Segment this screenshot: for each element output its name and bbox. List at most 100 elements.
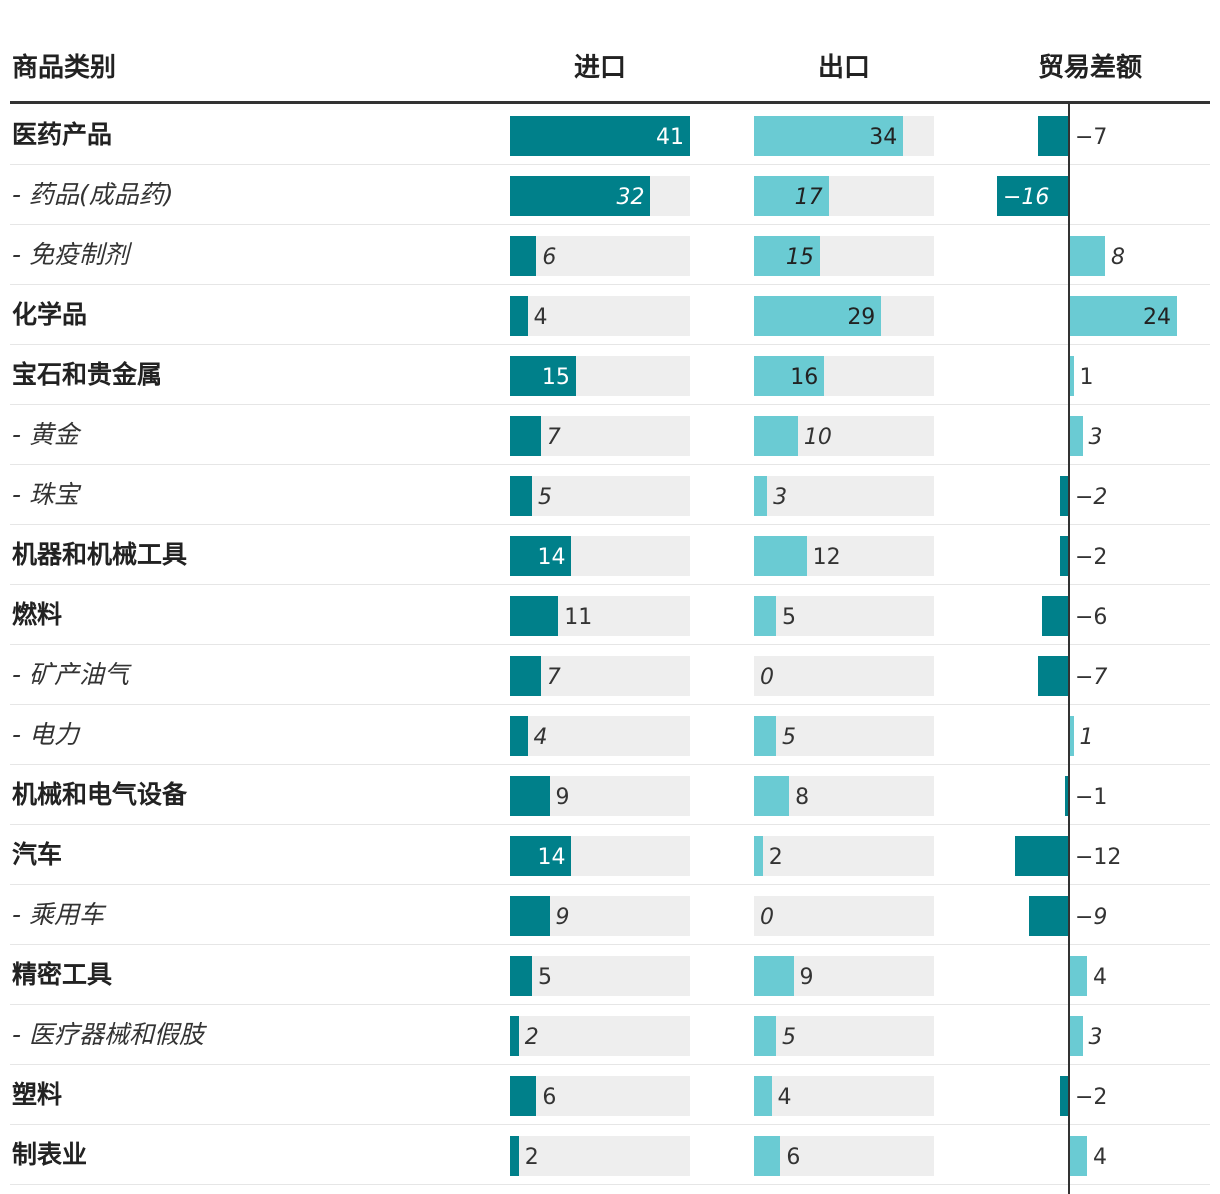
export-track	[754, 1076, 934, 1116]
balance-bar	[1064, 776, 1069, 816]
table-row: - 黄金 7 10 3	[10, 405, 1210, 465]
row-category: 塑料	[12, 1080, 63, 1109]
export-track	[754, 1136, 934, 1176]
export-track	[754, 1016, 934, 1056]
row-separator	[10, 1124, 1210, 1125]
row-category: - 乘用车	[12, 900, 104, 929]
export-track	[754, 416, 934, 456]
row-separator	[10, 344, 1210, 345]
table-row: 医药产品 41 34 −7	[10, 105, 1210, 165]
row-separator	[10, 224, 1210, 225]
balance-value-label: 4	[1093, 965, 1107, 990]
balance-value-label: −16	[1003, 185, 1050, 210]
row-category: 化学品	[12, 300, 88, 329]
balance-bar	[1069, 416, 1083, 456]
export-value-label: 0	[760, 905, 774, 930]
table-row: - 药品(成品药) 32 17 −16	[10, 165, 1210, 225]
header-import: 进口	[573, 53, 626, 83]
row-category: 医药产品	[12, 120, 113, 149]
import-track	[510, 476, 690, 516]
header-balance: 贸易差额	[1037, 53, 1142, 83]
import-bar	[510, 1136, 519, 1176]
balance-bar	[1069, 356, 1074, 396]
export-value-label: 12	[812, 545, 841, 570]
table-row: - 珠宝 5 3 −2	[10, 465, 1210, 525]
balance-bar	[1037, 656, 1069, 696]
export-track	[754, 896, 934, 936]
balance-value-label: −12	[1075, 845, 1122, 870]
balance-value-label: 24	[1143, 305, 1171, 330]
import-track	[510, 656, 690, 696]
balance-bar	[1042, 596, 1069, 636]
row-category: 制表业	[12, 1140, 88, 1169]
import-value-label: 2	[524, 1145, 539, 1170]
row-category: 机器和机械工具	[12, 540, 188, 569]
balance-bar	[1069, 1016, 1083, 1056]
table-row: 燃料 11 5 −6	[10, 585, 1210, 645]
table-row: 塑料 6 4 −2	[10, 1065, 1210, 1125]
import-bar	[510, 596, 559, 636]
header-rule	[10, 101, 1210, 104]
export-bar	[754, 536, 807, 576]
export-value-label: 29	[847, 305, 876, 330]
row-separator	[10, 764, 1210, 765]
import-track	[510, 1076, 690, 1116]
export-track	[754, 836, 934, 876]
header-export: 出口	[817, 53, 870, 83]
export-value-label: 4	[777, 1085, 792, 1110]
export-bar	[754, 596, 776, 636]
row-category: - 黄金	[12, 420, 79, 449]
import-track	[510, 776, 690, 816]
table-row: 宝石和贵金属 15 16 1	[10, 345, 1210, 405]
export-track	[754, 176, 934, 216]
balance-bar	[1069, 296, 1177, 336]
import-track	[510, 956, 690, 996]
import-bar	[510, 476, 532, 516]
import-bar	[510, 656, 541, 696]
row-separator	[10, 404, 1210, 405]
export-value-label: 34	[869, 125, 898, 150]
import-value-label: 5	[537, 965, 552, 990]
row-category: - 医疗器械和假肢	[12, 1020, 204, 1049]
import-value-label: 7	[546, 425, 561, 450]
import-track	[510, 416, 690, 456]
balance-value-label: 1	[1079, 365, 1094, 390]
row-separator	[10, 164, 1210, 165]
export-bar	[754, 476, 768, 516]
row-separator	[10, 1184, 1210, 1185]
row-separator	[10, 824, 1210, 825]
import-bar	[510, 416, 541, 456]
export-bar	[754, 1136, 781, 1176]
import-value-label: 4	[533, 725, 548, 750]
row-category: - 药品(成品药)	[12, 180, 174, 209]
table-row: 制表业 2 6 4	[10, 1125, 1210, 1185]
row-category: - 矿产油气	[12, 660, 129, 689]
table-row: 化学品 4 29 24	[10, 285, 1210, 345]
export-value-label: 5	[781, 605, 796, 630]
balance-bar	[1060, 536, 1069, 576]
export-track	[754, 956, 934, 996]
import-track	[510, 896, 690, 936]
balance-bar	[1069, 716, 1074, 756]
import-bar	[510, 896, 550, 936]
export-bar	[754, 836, 763, 876]
export-track	[754, 356, 934, 396]
export-bar	[754, 956, 794, 996]
row-category: 汽车	[12, 840, 63, 869]
balance-value-label: −1	[1075, 785, 1108, 810]
export-track	[754, 536, 934, 576]
import-bar	[510, 176, 651, 216]
balance-bar	[1060, 476, 1069, 516]
import-bar	[510, 116, 690, 156]
balance-bar	[1028, 896, 1069, 936]
export-track	[754, 296, 934, 336]
table-row: - 电力 4 5 1	[10, 705, 1210, 765]
row-category: 宝石和贵金属	[12, 360, 163, 389]
import-track	[510, 596, 690, 636]
export-track	[754, 656, 934, 696]
balance-value-label: −2	[1075, 1085, 1108, 1110]
row-category: 燃料	[12, 600, 63, 629]
row-separator	[10, 1064, 1210, 1065]
export-value-label: 16	[790, 365, 819, 390]
balance-value-label: 3	[1088, 1025, 1103, 1050]
